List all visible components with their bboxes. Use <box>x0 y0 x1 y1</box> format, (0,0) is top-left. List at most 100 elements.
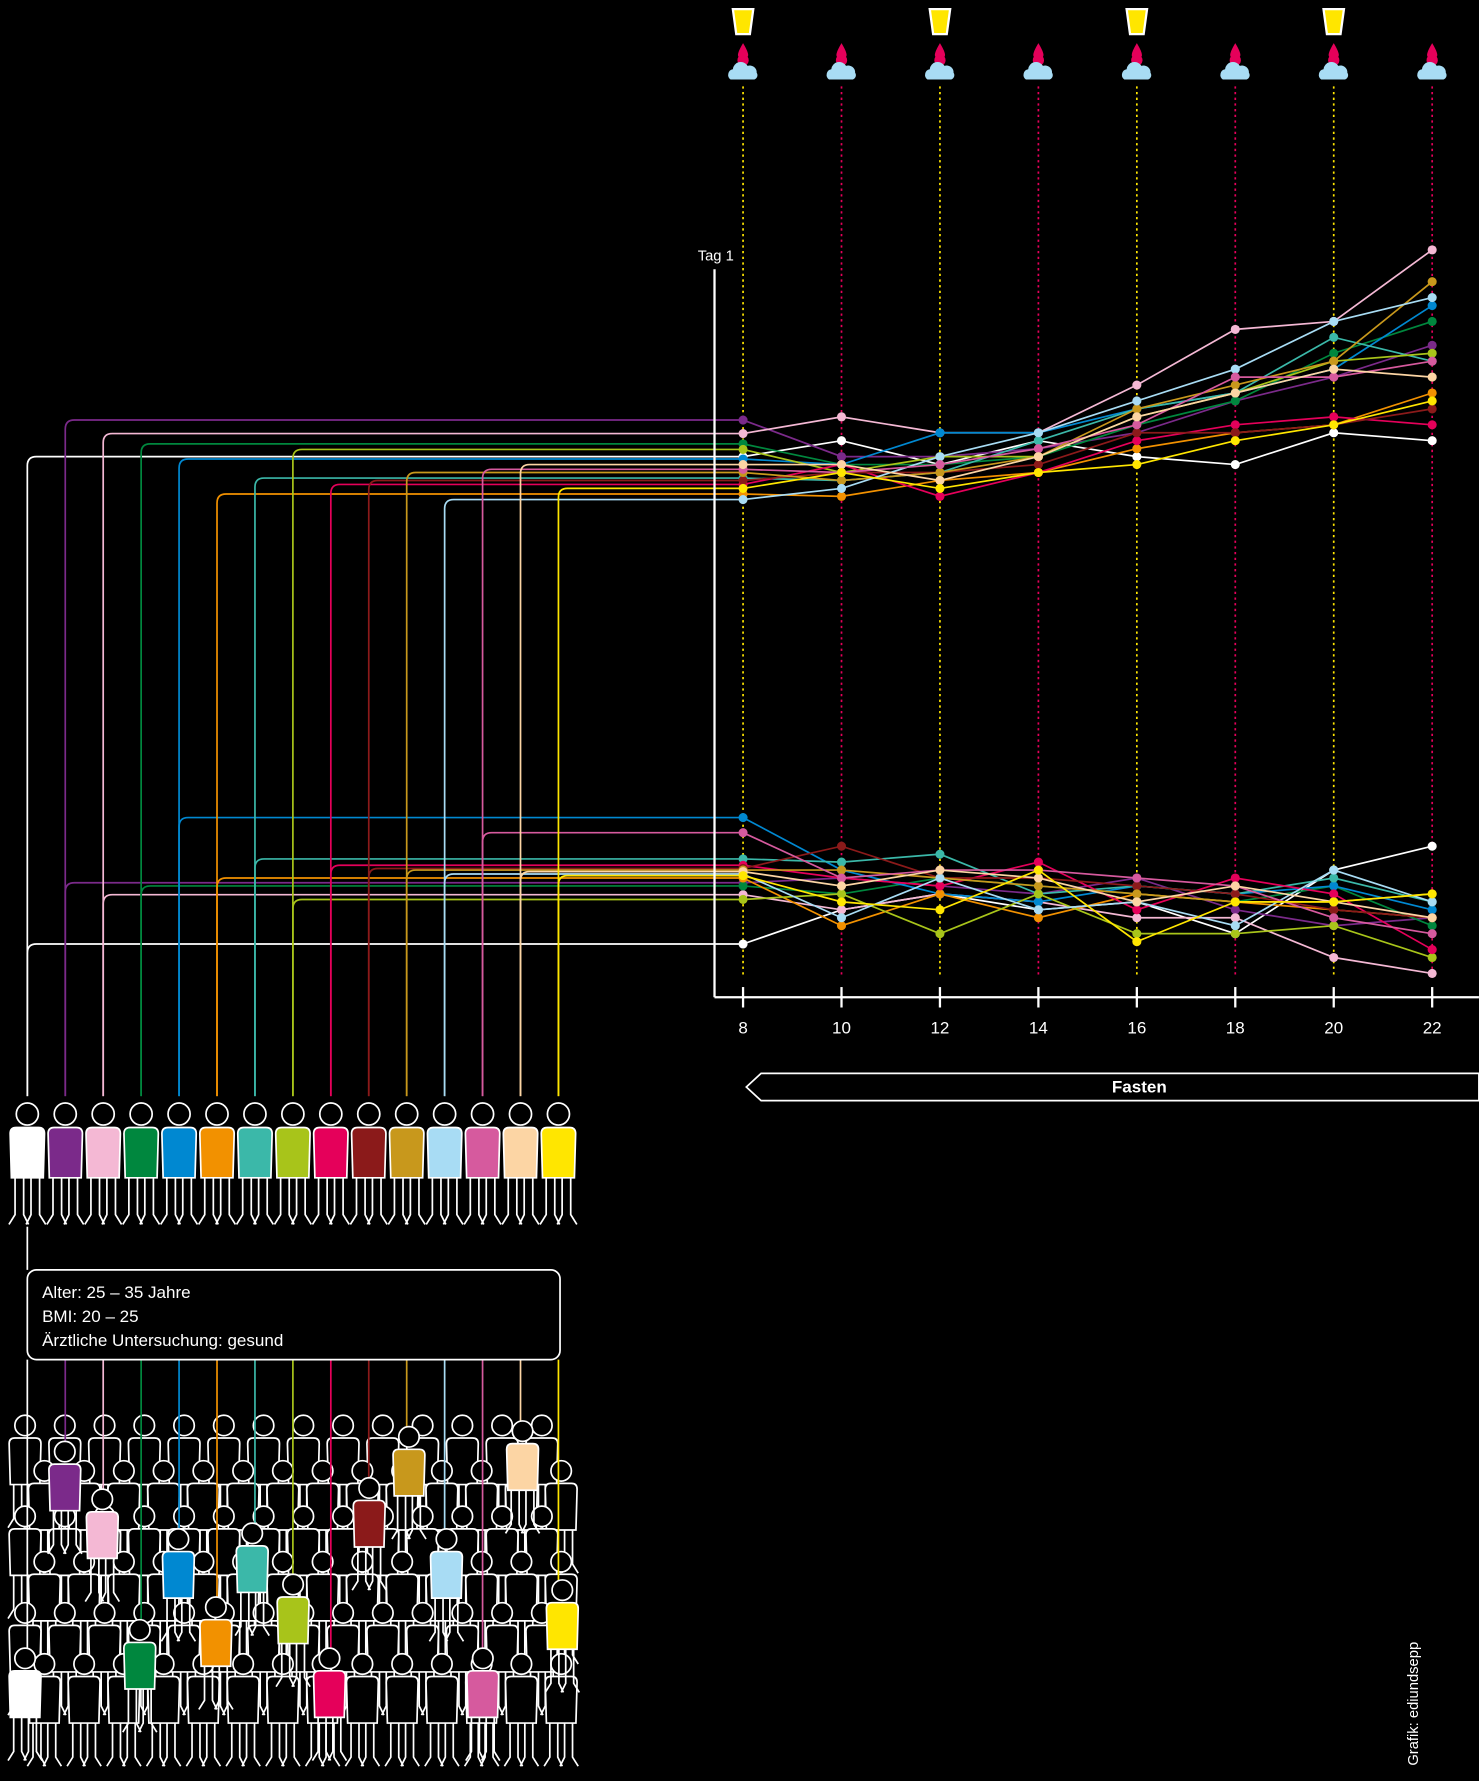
data-point <box>1033 889 1043 899</box>
cloud-icon <box>728 61 758 80</box>
data-point <box>1427 356 1437 366</box>
person-legs <box>311 1177 350 1225</box>
data-point <box>738 939 748 949</box>
data-point <box>1329 873 1339 883</box>
data-point <box>1329 372 1339 382</box>
person-head <box>91 1488 114 1511</box>
series-line <box>743 892 1433 959</box>
connector <box>557 874 744 1097</box>
data-point <box>1329 897 1339 907</box>
person-body <box>236 1126 273 1179</box>
data-point <box>738 871 748 881</box>
data-point <box>1033 436 1043 446</box>
data-point <box>1132 913 1142 923</box>
data-point <box>1329 921 1339 931</box>
person-head <box>491 1601 514 1624</box>
data-point <box>935 483 945 493</box>
person-legs <box>197 1177 237 1225</box>
data-point <box>1132 897 1142 907</box>
connector <box>178 816 744 1097</box>
data-point <box>1033 873 1043 883</box>
data-point <box>1033 452 1043 462</box>
person-head <box>470 1459 493 1482</box>
person-body <box>87 1624 122 1673</box>
connector <box>367 867 744 1097</box>
connector <box>443 873 744 1097</box>
data-point <box>1230 396 1240 406</box>
data-point <box>1427 300 1437 311</box>
data-point <box>1033 865 1043 875</box>
person-head <box>13 1505 37 1528</box>
person-body <box>312 1669 347 1719</box>
data-point <box>1427 945 1437 955</box>
person-head <box>271 1459 294 1482</box>
connector <box>329 864 744 1097</box>
connector <box>64 881 744 1097</box>
connectors <box>26 419 744 1097</box>
data-point <box>738 828 748 838</box>
person-legs <box>84 1558 121 1602</box>
connector <box>481 831 744 1097</box>
person-head <box>167 1102 191 1126</box>
data-point <box>1427 436 1437 446</box>
series-line <box>742 845 1433 919</box>
data-point <box>1427 841 1437 851</box>
data-point <box>1427 293 1437 303</box>
person-legs <box>463 1177 502 1225</box>
person-legs <box>122 1688 158 1733</box>
series-line <box>742 415 1433 498</box>
data-point <box>836 857 847 867</box>
data-point <box>1033 905 1043 915</box>
series-line <box>742 281 1433 482</box>
person-head <box>394 1102 419 1126</box>
person-head <box>212 1414 235 1437</box>
person-legs <box>185 1723 222 1767</box>
person-body <box>464 1482 499 1531</box>
data-point <box>1033 428 1043 438</box>
data-point <box>836 841 847 851</box>
x-tick-label: 10 <box>832 1019 851 1038</box>
person-head <box>53 1102 78 1126</box>
data-point <box>836 460 847 470</box>
person-body <box>545 1601 580 1651</box>
data-point <box>836 889 847 899</box>
person-head <box>252 1505 275 1528</box>
data-point <box>1230 372 1240 382</box>
person-head <box>358 1476 381 1500</box>
cloud-icon <box>925 61 955 80</box>
person-body <box>385 1573 419 1622</box>
series-line <box>742 831 1433 935</box>
cloud-icon <box>1023 61 1053 80</box>
person-body <box>127 1437 162 1486</box>
data-point <box>1132 436 1142 446</box>
info-box <box>26 1269 561 1361</box>
person-body <box>426 1126 463 1179</box>
person-body <box>198 1126 236 1179</box>
data-point <box>1329 952 1339 963</box>
person-body <box>266 1675 300 1724</box>
person-legs <box>311 1717 348 1762</box>
cloud-icon <box>826 61 856 80</box>
data-point <box>1329 316 1339 326</box>
person-head <box>411 1601 434 1624</box>
data-point <box>1427 245 1437 255</box>
person-head <box>271 1550 294 1573</box>
person-legs <box>387 1177 426 1225</box>
person-body <box>161 1126 198 1179</box>
person-head <box>430 1652 453 1676</box>
data-point <box>1427 952 1437 963</box>
person-head <box>510 1550 533 1573</box>
person-body <box>85 1126 122 1179</box>
data-point <box>1427 396 1437 406</box>
person-body <box>27 1573 62 1622</box>
data-point <box>836 475 847 486</box>
data-point <box>1427 897 1437 907</box>
person-legs <box>425 1177 464 1225</box>
info-line: Ärztliche Untersuchung: gesund <box>42 1331 283 1350</box>
person-legs <box>159 1177 199 1225</box>
person-body <box>366 1437 400 1486</box>
data-point <box>738 813 748 823</box>
person-body <box>464 1573 499 1622</box>
data-point <box>1427 929 1437 939</box>
